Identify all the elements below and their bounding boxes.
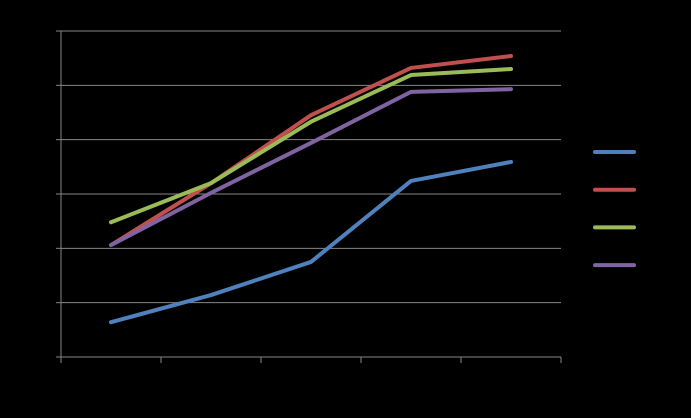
series-line <box>109 87 513 248</box>
series-line <box>109 159 513 325</box>
series-line <box>109 67 513 225</box>
series-line <box>109 53 513 248</box>
